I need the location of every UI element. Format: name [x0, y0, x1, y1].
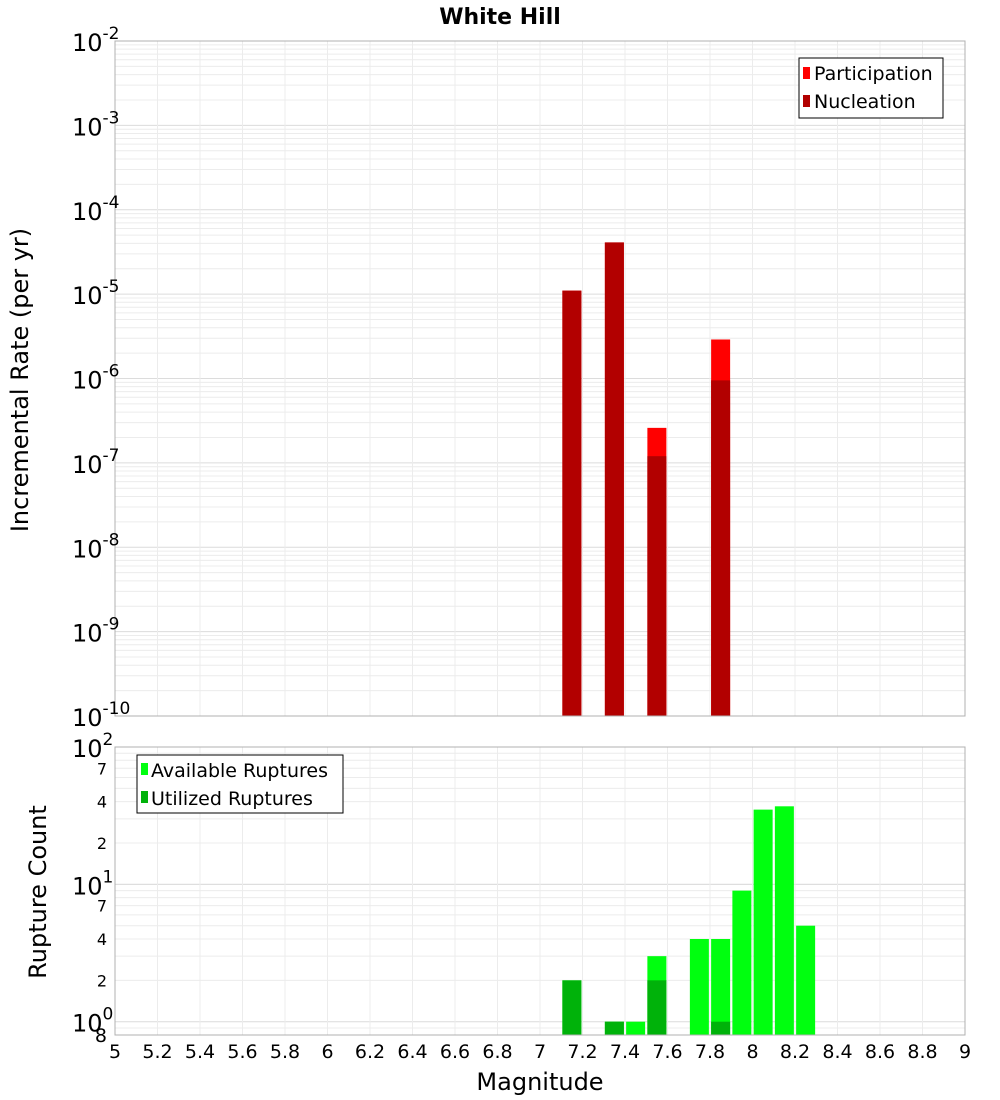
y-tick-label: 10-6: [72, 362, 120, 395]
y-tick-label: 10-4: [72, 193, 120, 226]
bar-utilized-ruptures: [647, 980, 667, 1035]
x-tick-label: 7.6: [652, 1041, 682, 1063]
x-tick-label: 8.6: [865, 1041, 895, 1063]
top-y-axis-label: Incremental Rate (per yr): [6, 228, 34, 532]
x-tick-label: 5.6: [227, 1041, 257, 1063]
x-tick-label: 7.8: [695, 1041, 725, 1063]
bar-available-ruptures: [711, 939, 731, 1035]
bar-available-ruptures: [732, 890, 752, 1035]
x-tick-label: 7.2: [567, 1041, 597, 1063]
x-ticks: 5 5.2 5.4 5.6 5.8 6 6.2 6.4 6.6 6.8 7 7.2 7.4 7.6 7.8 8…: [109, 1041, 971, 1063]
y-tick-label-minor: 2: [97, 834, 107, 853]
bar-nucleation: [562, 290, 582, 716]
y-tick-label-minor: 7: [97, 897, 107, 916]
x-tick-label: 8.2: [780, 1041, 810, 1063]
bottom-plot-panel: 100 101 102 2 4 7 2 4 7 8 5 5.2 5.4 5.6 5.8 6 6.2 6.4 6.6…: [72, 730, 971, 1063]
bottom-legend: Available Ruptures Utilized Ruptures: [136, 754, 344, 814]
y-tick-label: 10-9: [72, 615, 120, 648]
bar-available-ruptures: [796, 925, 816, 1035]
y-tick-label: 102: [72, 730, 113, 763]
bottom-y-axis-label: Rupture Count: [24, 805, 52, 979]
y-tick-label: 100: [72, 1005, 113, 1038]
x-tick-label: 5.4: [185, 1041, 215, 1063]
x-tick-label: 6.6: [440, 1041, 470, 1063]
bar-available-ruptures: [689, 939, 709, 1035]
x-tick-label: 5.2: [142, 1041, 172, 1063]
y-tick-label: 10-10: [72, 699, 130, 732]
bar-utilized-ruptures: [562, 980, 582, 1035]
bottom-grid: [114, 746, 966, 1035]
y-tick-label: 10-3: [72, 108, 120, 141]
bar-available-ruptures: [626, 1021, 646, 1035]
legend-swatch-participation: [803, 67, 810, 79]
x-tick-label: 6.8: [482, 1041, 512, 1063]
y-tick-label-minor: 4: [97, 793, 107, 812]
bottom-legend-box: [136, 754, 344, 814]
bar-available-ruptures: [774, 806, 794, 1035]
chart-title: White Hill: [439, 5, 561, 30]
legend-swatch-nucleation: [803, 95, 810, 107]
x-tick-label: 8.4: [822, 1041, 852, 1063]
x-tick-label: 6.2: [355, 1041, 385, 1063]
y-tick-label-minor: 7: [97, 759, 107, 778]
y-tick-label: 10-8: [72, 530, 120, 563]
y-tick-label: 10-5: [72, 277, 120, 310]
y-tick-label-minor: 2: [97, 971, 107, 990]
y-tick-label-minor: 8: [95, 1025, 107, 1047]
bottom-bars: [562, 806, 816, 1035]
bar-utilized-ruptures: [711, 1021, 731, 1035]
bottom-plot-border: [114, 746, 966, 1036]
x-tick-label: 6: [321, 1041, 333, 1063]
y-tick-label-minor: 4: [97, 930, 107, 949]
bar-nucleation: [604, 242, 624, 716]
x-tick-label: 5: [109, 1041, 121, 1063]
top-legend: Participation Nucleation: [798, 57, 944, 119]
y-tick-label: 10-7: [72, 446, 120, 479]
top-bars: [562, 242, 731, 716]
top-legend-box: [798, 57, 944, 119]
x-tick-label: 7.4: [610, 1041, 640, 1063]
x-tick-label: 8: [746, 1041, 758, 1063]
bar-utilized-ruptures: [604, 1021, 624, 1035]
legend-label-nucleation: Nucleation: [814, 91, 916, 113]
x-axis-label: Magnitude: [476, 1068, 603, 1096]
x-tick-label: 6.4: [397, 1041, 427, 1063]
x-tick-label: 5.8: [270, 1041, 300, 1063]
legend-label-utilized: Utilized Ruptures: [151, 788, 313, 810]
legend-label-available: Available Ruptures: [151, 760, 328, 782]
x-tick-label: 9: [959, 1041, 971, 1063]
bar-nucleation: [647, 456, 667, 716]
top-y-ticks: 10-10 10-9 10-8 10-7 10-6 10-5 10-4 10-3 10-2: [72, 24, 130, 732]
legend-swatch-available: [141, 763, 148, 775]
x-tick-label: 8.8: [907, 1041, 937, 1063]
bar-available-ruptures: [753, 809, 773, 1035]
bottom-y-ticks: 100 101 102 2 4 7 2 4 7 8: [72, 730, 113, 1047]
x-tick-label: 7: [534, 1041, 546, 1063]
y-tick-label: 101: [72, 867, 113, 900]
top-plot-panel: 10-10 10-9 10-8 10-7 10-6 10-5 10-4 10-3 10-2 Pa…: [72, 24, 966, 732]
bar-nucleation: [711, 380, 731, 716]
legend-label-participation: Participation: [814, 63, 933, 85]
y-tick-label: 10-2: [72, 24, 120, 57]
top-grid: [114, 40, 966, 717]
top-plot-border: [114, 40, 966, 717]
legend-swatch-utilized: [141, 791, 148, 803]
